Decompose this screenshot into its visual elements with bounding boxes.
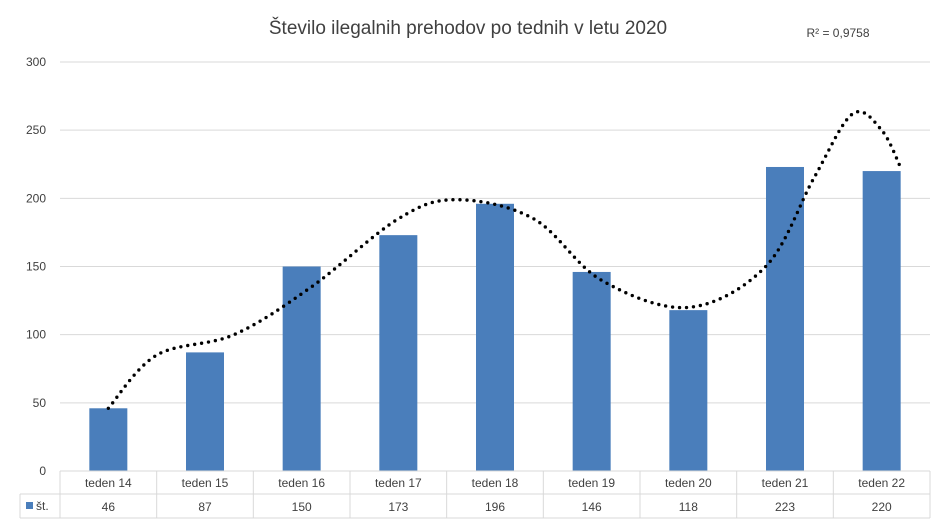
bar: [766, 166, 804, 471]
bar: [186, 352, 224, 471]
data-label: 150: [292, 500, 312, 514]
data-label: 118: [679, 500, 698, 514]
data-table: teden 14 teden 15 teden 16 teden 17 teden 18…: [19, 470, 931, 519]
y-tick-label: 300: [26, 55, 46, 69]
bar: [379, 235, 418, 471]
legend-entry: št.: [36, 499, 49, 513]
chart-title: Število ilegalnih prehodov po tednih v l…: [269, 17, 667, 39]
category-label: teden 16: [278, 476, 325, 490]
data-label: 223: [775, 500, 795, 514]
category-label: teden 22: [858, 476, 905, 490]
data-label: 46: [102, 500, 116, 514]
bar: [476, 203, 514, 471]
trendline: [106, 110, 903, 410]
y-tick-label: 0: [39, 464, 46, 478]
category-label: teden 14: [85, 476, 132, 490]
data-label: 173: [388, 500, 408, 514]
bars: [89, 166, 901, 472]
legend-swatch: [26, 502, 33, 509]
category-label: teden 15: [182, 476, 229, 490]
data-label: 220: [872, 500, 892, 514]
y-tick-label: 50: [33, 396, 47, 410]
y-tick-label: 250: [26, 123, 46, 137]
bar: [862, 171, 901, 472]
trendline-path: [106, 110, 903, 410]
category-label: teden 17: [375, 476, 422, 490]
data-label: 146: [582, 500, 602, 514]
data-label: 196: [485, 500, 505, 514]
y-axis-ticks: 0 50 100 150 200 250 300: [26, 55, 46, 478]
y-tick-label: 150: [26, 260, 46, 274]
y-tick-label: 200: [26, 191, 46, 205]
bar: [282, 266, 321, 471]
data-label: 87: [198, 500, 212, 514]
r-squared-label: R² = 0,9758: [806, 26, 869, 40]
bar: [669, 310, 708, 471]
category-label: teden 19: [568, 476, 615, 490]
y-tick-label: 100: [26, 328, 46, 342]
bar: [89, 408, 128, 471]
category-label: teden 20: [665, 476, 712, 490]
bar: [572, 271, 611, 471]
category-label: teden 18: [472, 476, 519, 490]
category-label: teden 21: [762, 476, 809, 490]
